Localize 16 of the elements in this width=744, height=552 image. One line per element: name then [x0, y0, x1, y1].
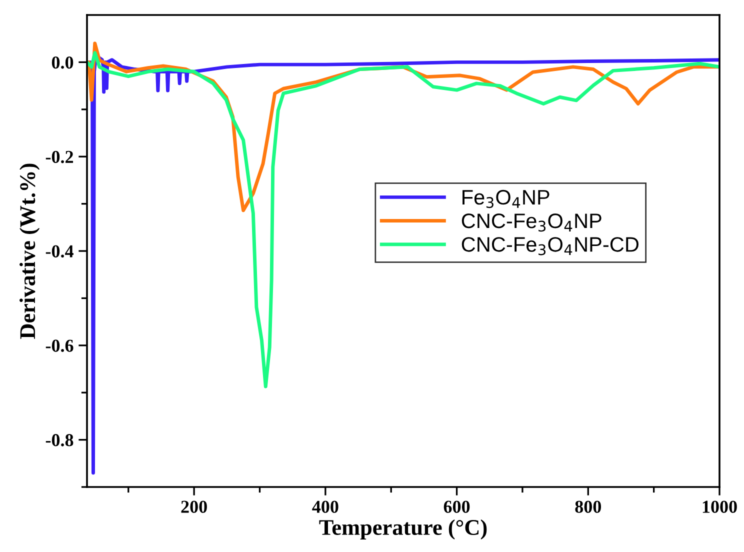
x-tick-label: 800 [575, 500, 601, 513]
y-tick-label: -0.6 [46, 340, 74, 352]
line-series [87, 51, 720, 388]
y-tick-label: 0.0 [52, 56, 74, 69]
y-tick-label: -0.4 [46, 245, 74, 258]
legend-label: CNC-Fe$_{3}$O$_{4}$NP-CD [462, 237, 638, 256]
x-tick-label: 200 [181, 500, 207, 513]
x-axis-title: Temperature (°C) [319, 519, 487, 540]
legend-label: Fe$_{3}$O$_{4}$NP [462, 190, 550, 208]
x-tick-label: 1000 [702, 500, 737, 513]
y-tick-label: -0.2 [46, 150, 74, 164]
x-tick-label: 400 [312, 500, 338, 513]
x-tick-label: 600 [444, 500, 470, 513]
y-axis-title: Derivative (Wt.%) [20, 164, 40, 339]
y-tick-label: -0.8 [46, 434, 74, 446]
legend-label: CNC-Fe$_{3}$O$_{4}$NP [462, 213, 602, 232]
